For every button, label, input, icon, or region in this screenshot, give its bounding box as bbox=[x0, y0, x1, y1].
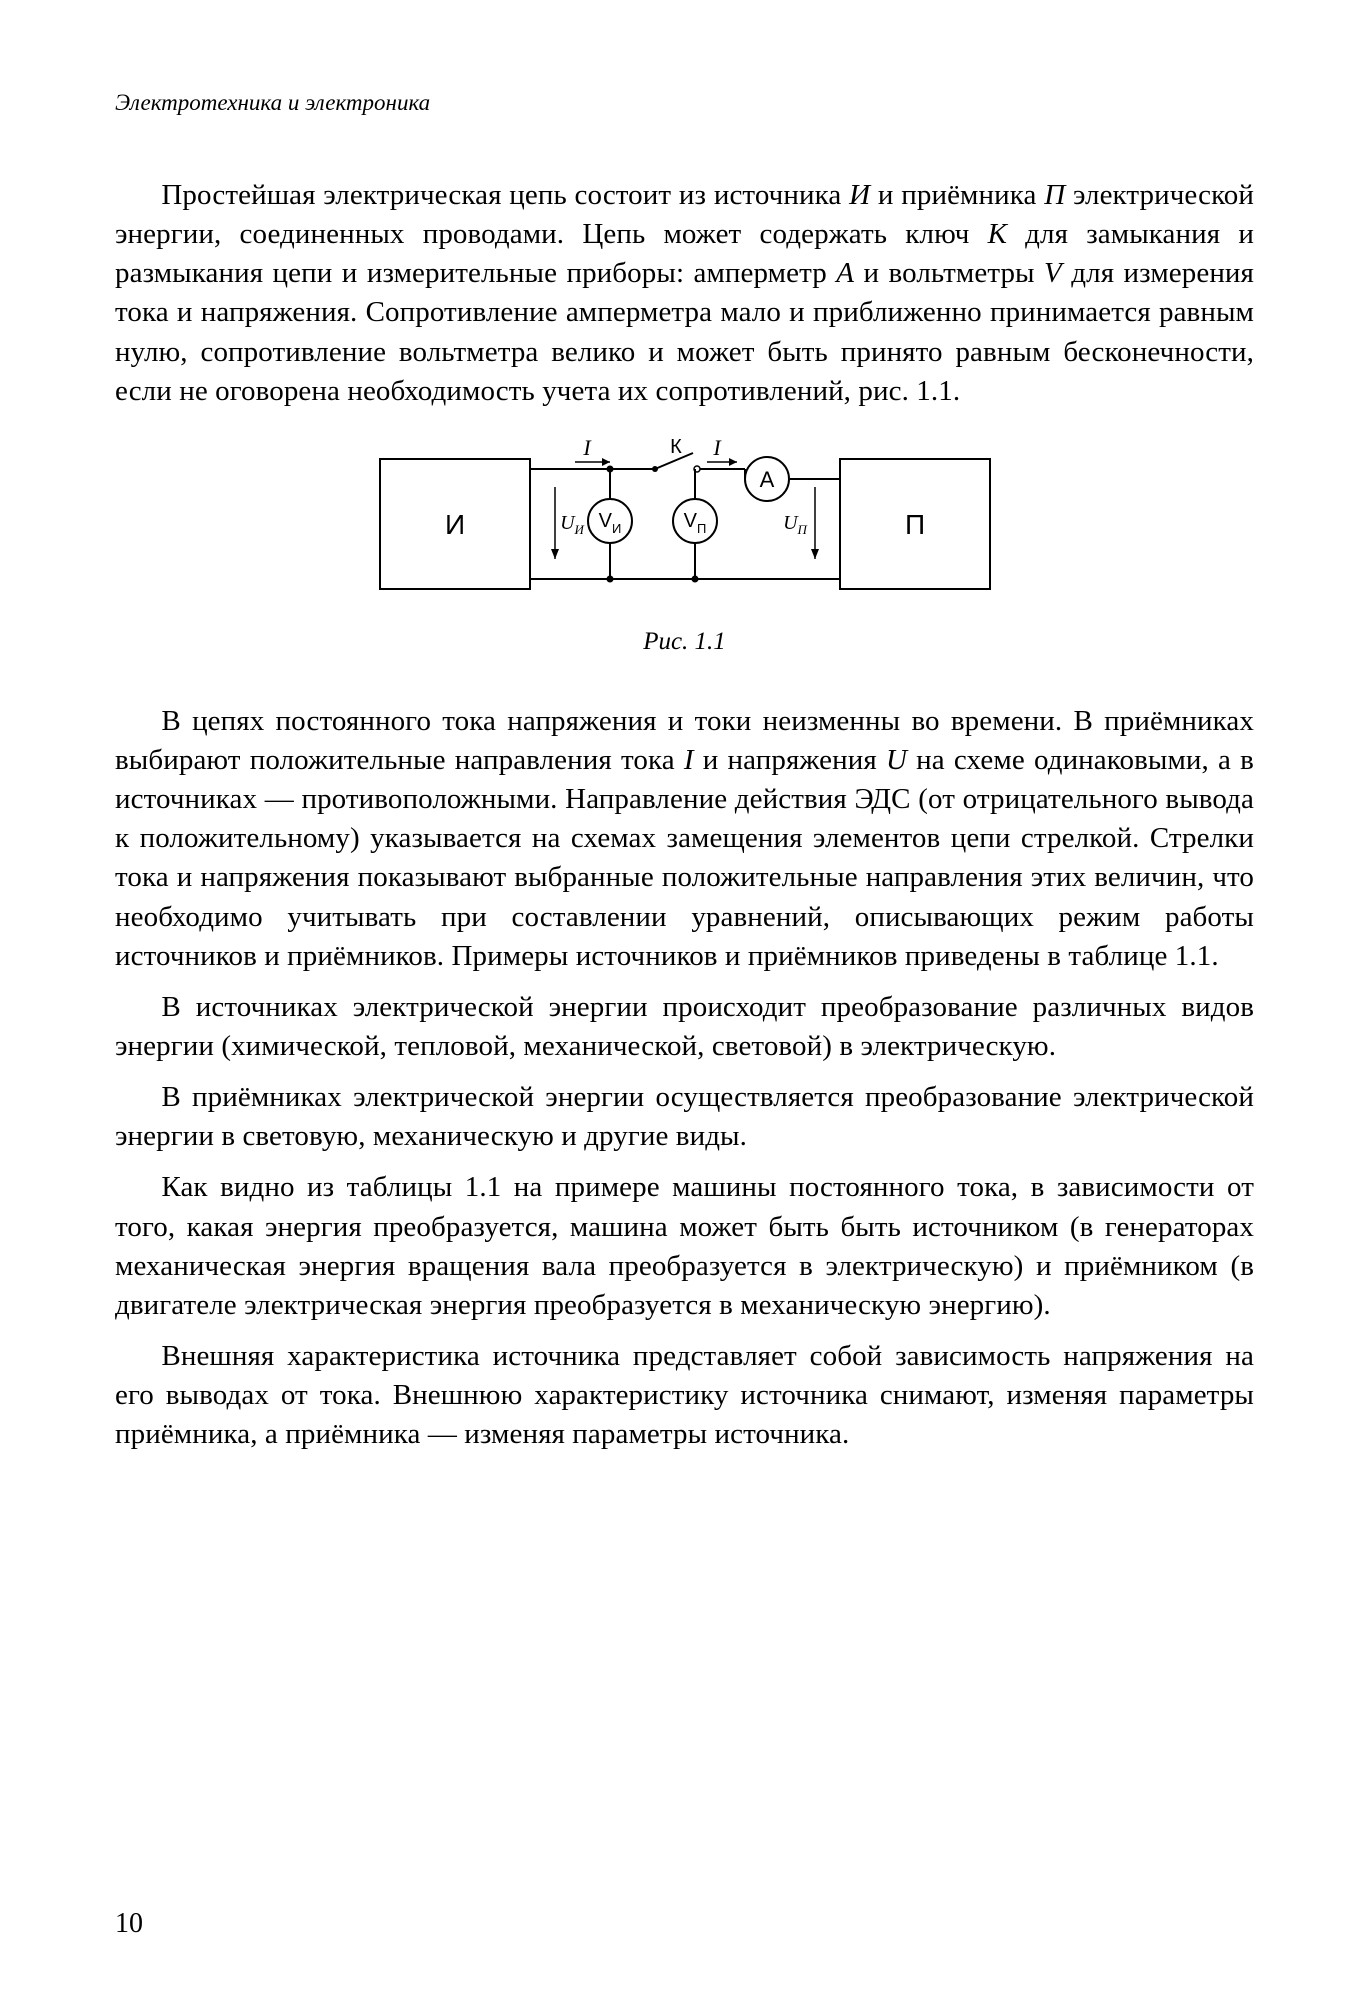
paragraph-6: Внешняя характеристика источника предста… bbox=[115, 1337, 1254, 1454]
italic-I: И bbox=[849, 179, 870, 211]
text: и приёмника bbox=[870, 179, 1044, 211]
ammeter-label: А bbox=[759, 467, 774, 492]
current-label-1: I bbox=[582, 439, 592, 460]
u-recv-arrow-head bbox=[811, 549, 819, 559]
page-number: 10 bbox=[115, 1908, 143, 1940]
text: на схеме одинаковыми, а в источниках — п… bbox=[115, 744, 1254, 972]
italic-U: U bbox=[886, 744, 907, 776]
current-label-2: I bbox=[712, 439, 722, 460]
u-source-label: UИ bbox=[560, 512, 584, 537]
node-bot-2 bbox=[691, 575, 698, 582]
node-bot-1 bbox=[606, 575, 613, 582]
circuit-diagram: И П I К I А bbox=[375, 439, 995, 609]
paragraph-3: В источниках электрической энергии проис… bbox=[115, 988, 1254, 1066]
italic-P: П bbox=[1044, 179, 1065, 211]
italic-K: К bbox=[988, 218, 1007, 250]
text: Простейшая электрическая цепь состоит из… bbox=[161, 179, 849, 211]
italic-A: А bbox=[836, 257, 854, 289]
paragraph-1: Простейшая электрическая цепь состоит из… bbox=[115, 176, 1254, 411]
switch-label: К bbox=[670, 439, 682, 458]
italic-I2: I bbox=[684, 744, 694, 776]
running-head: Электротехника и электроника bbox=[115, 90, 1254, 116]
paragraph-2: В цепях постоянного тока напряжения и то… bbox=[115, 702, 1254, 976]
switch-node-left bbox=[652, 466, 658, 472]
figure-1-1: И П I К I А bbox=[115, 439, 1254, 614]
current-arrow-2-head bbox=[729, 458, 737, 466]
u-source-arrow-head bbox=[551, 549, 559, 559]
figure-caption: Рис. 1.1 bbox=[115, 628, 1254, 656]
page: Электротехника и электроника Простейшая … bbox=[0, 0, 1364, 2000]
current-arrow-1-head bbox=[602, 458, 610, 466]
paragraph-4: В приёмниках электрической энергии осуще… bbox=[115, 1078, 1254, 1156]
italic-V: V bbox=[1044, 257, 1062, 289]
node-top-1 bbox=[606, 465, 613, 472]
text: и напряжения bbox=[694, 744, 886, 776]
paragraph-5: Как видно из таблицы 1.1 на примере маши… bbox=[115, 1168, 1254, 1325]
receiver-label: П bbox=[904, 509, 924, 540]
text: и вольтметры bbox=[854, 257, 1044, 289]
u-recv-label: UП bbox=[783, 512, 808, 537]
source-label: И bbox=[444, 509, 464, 540]
